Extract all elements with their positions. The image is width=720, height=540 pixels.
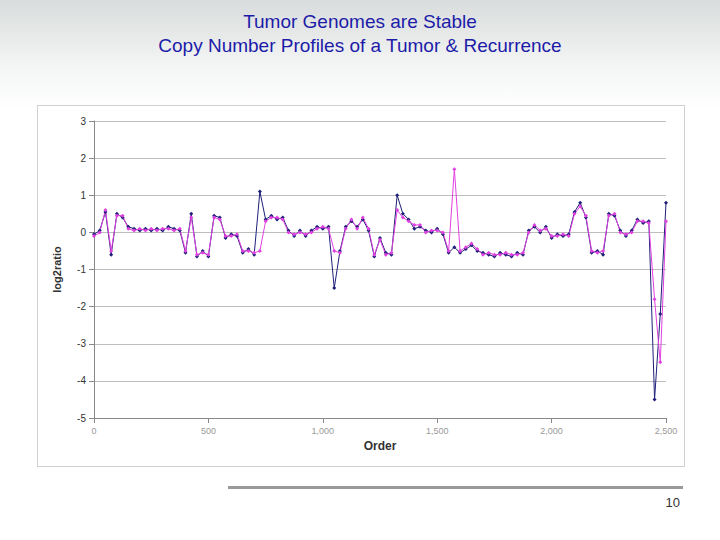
svg-text:Order: Order (364, 439, 397, 453)
svg-text:-1: -1 (77, 264, 86, 275)
svg-text:500: 500 (201, 426, 216, 436)
html-text:10: 10 (665, 495, 680, 510)
html-text:Tumor Genomes are Stable Copy: Tumor Genomes are Stable Copy Number Pro… (158, 11, 562, 56)
svg-text:1,000: 1,000 (312, 426, 335, 436)
svg-text:-5: -5 (77, 413, 86, 424)
svg-text:0: 0 (80, 227, 86, 238)
svg-text:1: 1 (80, 190, 86, 201)
svg-text:1,500: 1,500 (426, 426, 449, 436)
svg-text:2,500: 2,500 (655, 426, 678, 436)
svg-text:-4: -4 (77, 375, 86, 386)
svg-text:3: 3 (80, 116, 86, 127)
svg-text:-2: -2 (77, 301, 86, 312)
svg-text:log2ratio: log2ratio (51, 246, 63, 293)
svg-text:2: 2 (80, 153, 86, 164)
svg-text:2,000: 2,000 (540, 426, 563, 436)
svg-text:-3: -3 (77, 338, 86, 349)
svg-text:0: 0 (91, 426, 96, 436)
